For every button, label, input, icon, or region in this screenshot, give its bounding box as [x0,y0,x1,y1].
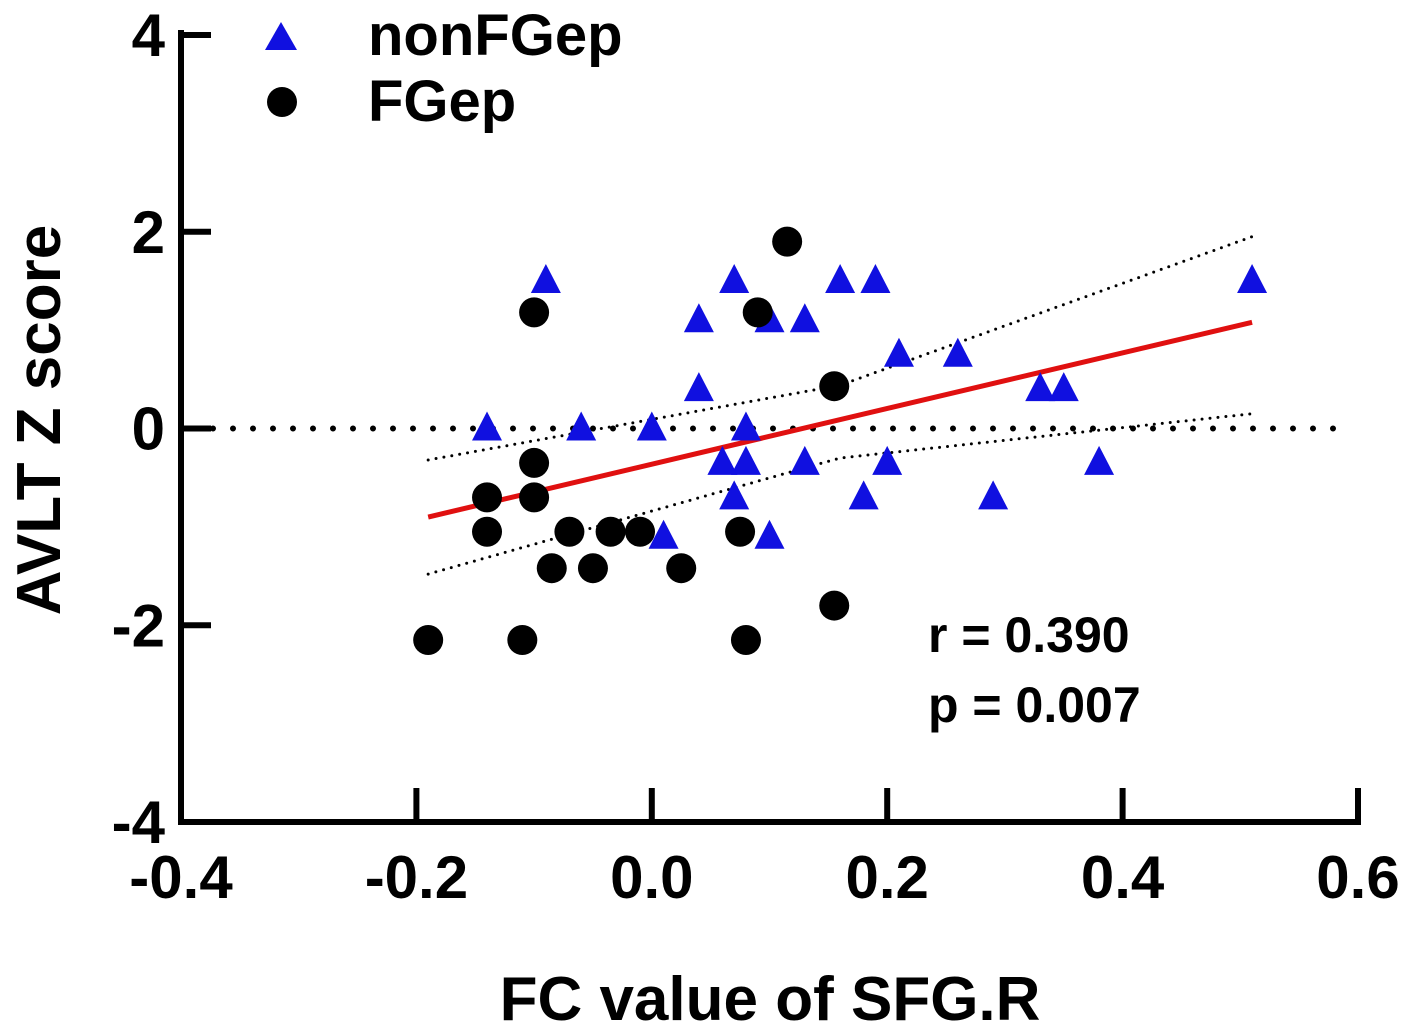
legend-triangle-marker [265,22,297,50]
data-point-fgep [742,297,773,328]
data-point-nonfgep [825,263,856,293]
x-axis-title: FC value of SFG.R [500,965,1041,1034]
data-point-nonfgep [683,303,714,333]
data-point-fgep [625,516,656,547]
data-point-nonfgep [1048,372,1079,402]
data-point-nonfgep [636,411,667,441]
y-tick-label: -4 [112,789,166,856]
y-tick-label: 4 [132,2,166,69]
data-point-nonfgep [860,263,891,293]
data-point-fgep [472,482,503,513]
x-tick-label: 0.6 [1316,844,1399,911]
data-point-fgep [554,516,585,547]
data-point-nonfgep [754,519,785,549]
legend-label-nonfgep: nonFGep [368,3,623,68]
y-axis-title: AVLT Z score [5,225,74,615]
data-point-nonfgep [872,445,903,475]
y-tick-label: 2 [132,199,165,266]
regression-line [427,319,1253,520]
y-tick-label: 0 [132,396,165,463]
y-tick-label: -2 [112,592,165,659]
y-axis-ticks: -4 -2 0 2 4 [112,2,211,856]
data-point-nonfgep [683,372,714,402]
p-value-annotation: p = 0.007 [928,677,1141,733]
r-value-annotation: r = 0.390 [928,607,1130,663]
data-point-nonfgep [978,480,1009,510]
x-tick-label: -0.2 [365,844,468,911]
data-point-nonfgep [1084,445,1115,475]
data-point-nonfgep [848,480,879,510]
data-point-fgep [725,516,756,547]
data-point-nonfgep [472,411,503,441]
data-point-fgep [577,553,608,584]
x-tick-label: 0.0 [610,844,693,911]
data-point-fgep [519,297,550,328]
data-point-nonfgep [648,519,679,549]
data-point-nonfgep [789,445,820,475]
data-point-fgep [730,625,761,656]
data-point-fgep [519,482,550,513]
ci-upper-curve [426,235,1254,462]
data-point-nonfgep [707,445,738,475]
data-point-fgep [536,553,567,584]
data-point-nonfgep [789,303,820,333]
data-point-fgep [595,516,626,547]
data-point-nonfgep [1025,372,1056,402]
series-nonfgep [472,263,1268,549]
legend-circle-marker [267,87,297,117]
data-point-fgep [472,516,503,547]
data-point-fgep [666,553,697,584]
data-point-nonfgep [1237,263,1268,293]
data-point-fgep [772,226,803,257]
legend: nonFGep FGep [265,3,623,134]
ci-lower-curve [426,412,1254,576]
data-point-nonfgep [566,411,597,441]
data-point-nonfgep [883,337,914,367]
x-tick-label: -0.4 [129,844,233,911]
data-point-nonfgep [730,411,761,441]
data-point-fgep [413,625,444,656]
x-axis-ticks: -0.4 -0.2 0.0 0.2 0.4 0.6 [129,788,1400,911]
x-tick-label: 0.2 [845,844,928,911]
x-tick-label: 0.4 [1081,844,1165,911]
data-point-nonfgep [730,445,761,475]
data-point-fgep [819,371,850,402]
data-point-fgep [819,590,850,621]
data-point-nonfgep [530,263,561,293]
series-fgep [413,226,850,656]
data-point-nonfgep [719,480,750,510]
data-point-fgep [519,447,550,478]
data-point-nonfgep [942,337,973,367]
data-point-nonfgep [719,263,750,293]
data-point-fgep [507,625,538,656]
legend-label-fgep: FGep [368,69,516,134]
